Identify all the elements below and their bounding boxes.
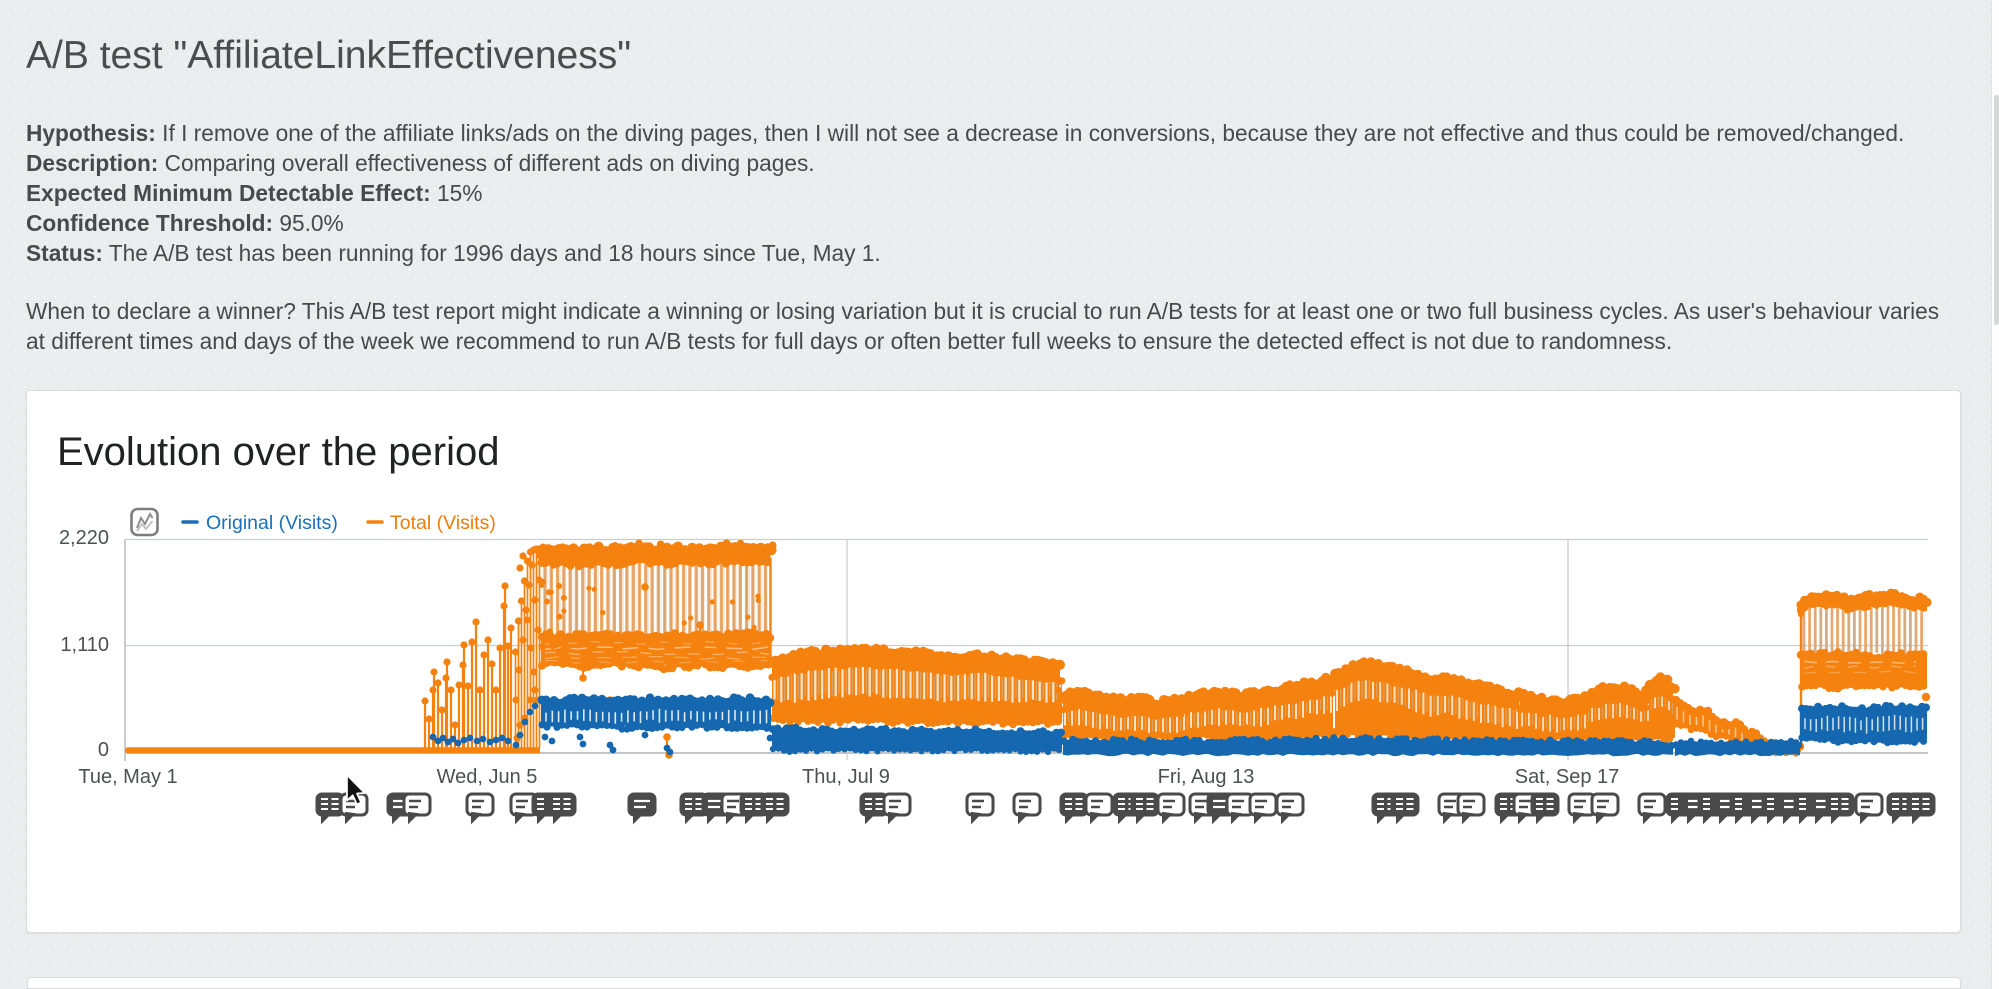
svg-text:Wed, Jun 5: Wed, Jun 5	[437, 766, 538, 788]
svg-text:0: 0	[98, 739, 109, 761]
svg-text:1,110: 1,110	[60, 634, 109, 656]
svg-text:Thu, Jul 9: Thu, Jul 9	[802, 766, 890, 788]
svg-text:Sat, Sep 17: Sat, Sep 17	[1515, 766, 1620, 788]
svg-text:Tue, May 1: Tue, May 1	[78, 766, 177, 788]
svg-text:Total (Visits): Total (Visits)	[390, 512, 496, 534]
svg-text:Original (Visits): Original (Visits)	[206, 512, 338, 534]
svg-text:Fri, Aug 13: Fri, Aug 13	[1158, 766, 1255, 788]
svg-text:2,220: 2,220	[59, 527, 109, 549]
